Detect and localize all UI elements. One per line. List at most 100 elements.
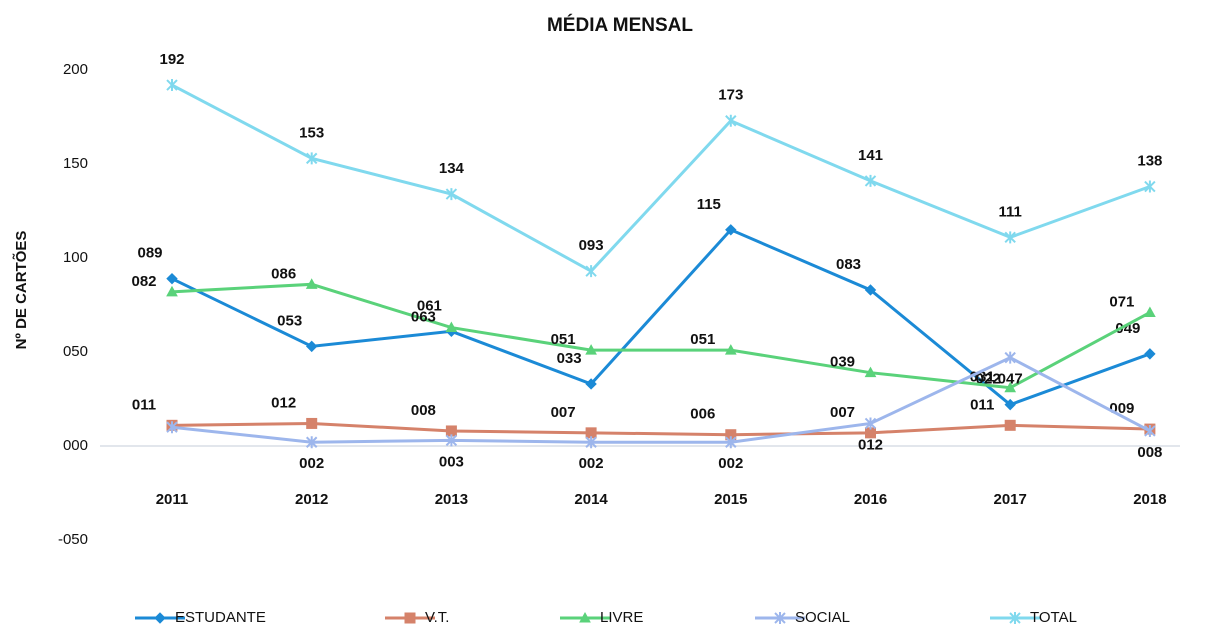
x-tick-label: 2014 — [574, 491, 608, 508]
data-label: 012 — [858, 436, 883, 453]
x-tick-label: 2018 — [1133, 491, 1166, 508]
data-label: 039 — [830, 354, 855, 371]
data-label: 011 — [970, 396, 994, 413]
data-label: 002 — [579, 455, 604, 472]
legend-label: ESTUDANTE — [175, 609, 266, 626]
point — [585, 265, 597, 278]
data-label: 086 — [271, 265, 296, 282]
legend-label: V.T. — [425, 609, 449, 626]
data-label: 083 — [836, 256, 861, 273]
data-label: 134 — [439, 160, 465, 177]
point — [445, 434, 458, 447]
data-label: 141 — [858, 147, 883, 164]
data-label: 003 — [439, 453, 464, 470]
data-label: 089 — [137, 245, 162, 262]
point — [1004, 381, 1017, 393]
data-label: 082 — [131, 273, 156, 290]
y-tick-label: 200 — [63, 61, 88, 78]
data-label: 009 — [1109, 400, 1134, 417]
data-label: 006 — [690, 406, 715, 423]
point — [725, 224, 737, 236]
data-label: 153 — [299, 124, 324, 141]
legend-label: LIVRE — [600, 609, 643, 626]
point — [305, 436, 318, 449]
point — [864, 174, 877, 187]
data-label: 053 — [277, 312, 302, 329]
point — [1144, 306, 1156, 318]
data-label: 051 — [690, 331, 715, 348]
y-axis-label: Nº DE CARTÕES — [12, 231, 30, 350]
point — [305, 152, 318, 165]
point — [1144, 348, 1156, 360]
data-label: 063 — [411, 309, 436, 326]
point — [864, 284, 877, 296]
data-label: 051 — [551, 331, 576, 348]
data-label: 111 — [999, 203, 1022, 220]
data-label: 049 — [1115, 320, 1140, 337]
data-label: 093 — [579, 237, 604, 254]
point — [306, 417, 318, 429]
point — [445, 321, 458, 333]
point — [305, 278, 318, 289]
data-label: 071 — [1109, 293, 1134, 310]
y-tick-label: 100 — [63, 249, 88, 266]
point — [725, 114, 737, 127]
point — [445, 188, 458, 201]
point — [585, 378, 597, 390]
data-label: 002 — [718, 455, 743, 472]
x-tick-label: 2011 — [156, 491, 189, 508]
series-line — [171, 83, 1151, 274]
data-label: 012 — [271, 394, 296, 411]
legend-label: SOCIAL — [795, 609, 850, 626]
point — [585, 344, 597, 355]
data-label: 033 — [557, 350, 582, 367]
point — [166, 272, 178, 285]
y-tick-label: 050 — [63, 343, 88, 360]
point — [166, 285, 178, 297]
y-tick-label: 150 — [63, 155, 88, 172]
point — [154, 612, 166, 624]
point — [864, 417, 877, 430]
point — [1144, 180, 1156, 193]
x-tick-label: 2017 — [994, 491, 1027, 508]
legend-label: TOTAL — [1030, 609, 1077, 626]
data-label: 138 — [1137, 153, 1162, 170]
point — [1004, 351, 1016, 364]
point — [1004, 398, 1016, 411]
series-line — [171, 355, 1151, 444]
x-tick-label: 2012 — [295, 491, 328, 508]
y-tick-label: -050 — [58, 531, 88, 548]
data-label: 007 — [830, 404, 855, 421]
data-label: 008 — [411, 402, 436, 419]
data-label: 008 — [1137, 444, 1162, 461]
data-label: 061 — [417, 297, 442, 314]
data-label: 047 — [998, 371, 1023, 388]
x-tick-label: 2013 — [435, 491, 468, 508]
point — [166, 421, 178, 434]
point — [724, 344, 737, 355]
point — [864, 366, 877, 378]
point — [305, 340, 318, 353]
data-label: 002 — [299, 455, 324, 472]
data-label: 115 — [697, 196, 721, 213]
x-tick-label: 2015 — [714, 491, 747, 508]
point — [1004, 419, 1016, 431]
data-label: 192 — [159, 51, 184, 68]
data-label: 011 — [132, 396, 156, 413]
data-label: 173 — [718, 87, 743, 104]
series-line — [171, 421, 1150, 437]
y-tick-label: 000 — [63, 437, 88, 454]
chart-title: MÉDIA MENSAL — [547, 14, 693, 36]
point — [585, 436, 597, 449]
point — [774, 612, 786, 624]
point — [404, 612, 416, 624]
x-tick-label: 2016 — [854, 491, 887, 508]
point — [1009, 612, 1021, 624]
point — [1144, 424, 1156, 437]
point — [579, 611, 591, 623]
point — [1004, 231, 1016, 244]
point — [166, 79, 178, 92]
point — [725, 436, 737, 449]
data-label: 007 — [551, 404, 576, 421]
